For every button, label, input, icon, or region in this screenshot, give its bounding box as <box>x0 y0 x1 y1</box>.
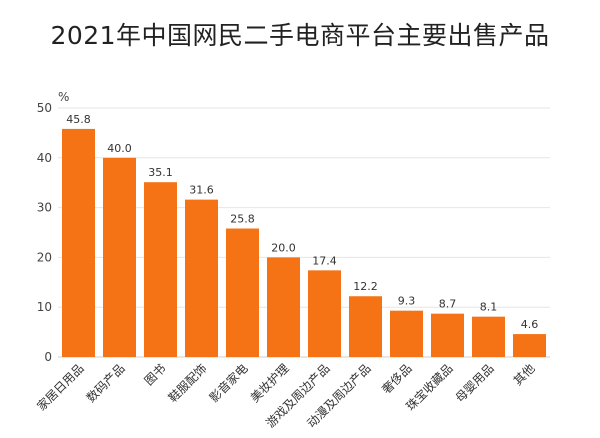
data-label: 8.1 <box>480 301 498 314</box>
bar <box>513 334 546 357</box>
bar <box>349 296 382 357</box>
y-tick-label: 40 <box>37 151 52 165</box>
data-label: 20.0 <box>271 241 296 254</box>
data-label: 4.6 <box>521 318 539 331</box>
data-label: 40.0 <box>107 142 132 155</box>
bar <box>267 257 300 357</box>
x-tick-label: 数码产品 <box>83 361 128 406</box>
x-tick-label: 奢侈品 <box>379 361 414 396</box>
bar <box>62 128 95 357</box>
y-tick-label: 10 <box>37 300 52 314</box>
data-label: 8.7 <box>439 298 457 311</box>
y-tick-label: 20 <box>37 250 52 264</box>
y-tick-label: 0 <box>44 350 52 364</box>
x-tick-label: 鞋服配饰 <box>165 361 210 406</box>
data-label: 9.3 <box>398 295 416 308</box>
bar <box>103 157 136 357</box>
y-tick-label: 50 <box>37 101 52 115</box>
data-label: 17.4 <box>312 254 337 267</box>
bar <box>144 182 177 357</box>
bar <box>226 228 259 357</box>
data-label: 45.8 <box>66 113 91 126</box>
bar <box>185 199 218 357</box>
bar <box>472 316 505 357</box>
x-tick-label: 其他 <box>511 361 538 388</box>
y-axis-label: % <box>58 90 69 104</box>
x-tick-label: 母婴用品 <box>453 361 497 405</box>
x-tick-label: 家居日用品 <box>34 361 87 414</box>
data-label: 25.8 <box>230 213 255 226</box>
data-label: 35.1 <box>148 166 173 179</box>
x-tick-label: 影音家电 <box>206 361 251 406</box>
bar <box>431 313 464 357</box>
bar <box>308 270 341 357</box>
bar <box>390 310 423 357</box>
y-tick-label: 30 <box>37 201 52 215</box>
x-tick-label: 图书 <box>142 361 169 388</box>
chart-title: 2021年中国网民二手电商平台主要出售产品 <box>50 21 550 50</box>
data-label: 31.6 <box>189 184 214 197</box>
data-label: 12.2 <box>353 280 378 293</box>
